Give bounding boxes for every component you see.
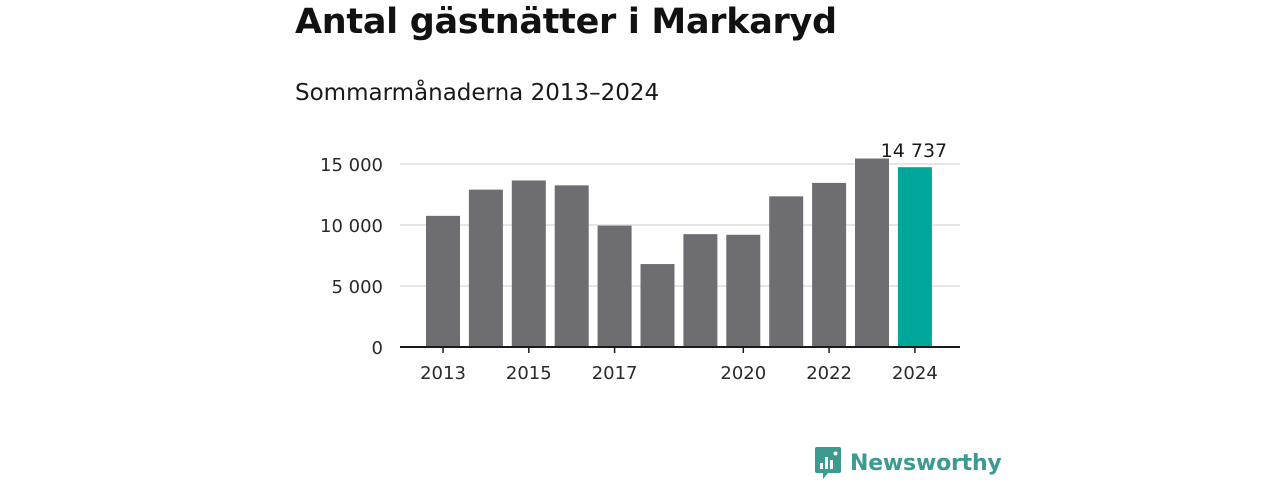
chart-title: Antal gästnätter i Markaryd <box>295 2 837 42</box>
bar-2023 <box>855 158 889 347</box>
x-tick-label: 2020 <box>720 363 766 384</box>
y-tick-label: 0 <box>372 338 383 359</box>
bar-2021 <box>769 196 804 347</box>
x-tick-label: 2013 <box>420 363 466 384</box>
bar-2019 <box>683 234 718 347</box>
bar-2015 <box>511 180 546 347</box>
data-label-2024: 14 737 <box>881 140 947 162</box>
bar-2013 <box>426 215 460 347</box>
bar-2017 <box>597 225 632 347</box>
bar-2018 <box>640 264 675 347</box>
newsworthy-logo-icon <box>815 447 841 479</box>
bar-2016 <box>554 185 589 347</box>
x-tick-label: 2022 <box>806 363 852 384</box>
bar-2024 <box>897 167 932 347</box>
bar-2014 <box>468 189 503 347</box>
tick-labels: 0 5 000 10 000 15 000 14 737 2013 2015 2017 2020… <box>320 140 947 384</box>
y-tick-label: 5 000 <box>331 277 383 298</box>
x-tick-label: 2017 <box>592 363 638 384</box>
x-tick-label: 2024 <box>892 363 938 384</box>
y-tick-label: 10 000 <box>320 216 383 237</box>
newsworthy-logo-text: Newsworthy <box>850 450 1002 476</box>
bar-2022 <box>812 182 847 347</box>
bar-2020 <box>726 234 761 347</box>
x-axis <box>400 346 960 353</box>
chart-subtitle: Sommarmånaderna 2013–2024 <box>295 80 660 106</box>
y-tick-label: 15 000 <box>320 155 383 176</box>
newsworthy-logo[interactable]: Newsworthy <box>814 446 1002 480</box>
x-tick-label: 2015 <box>506 363 552 384</box>
bars <box>426 158 932 347</box>
